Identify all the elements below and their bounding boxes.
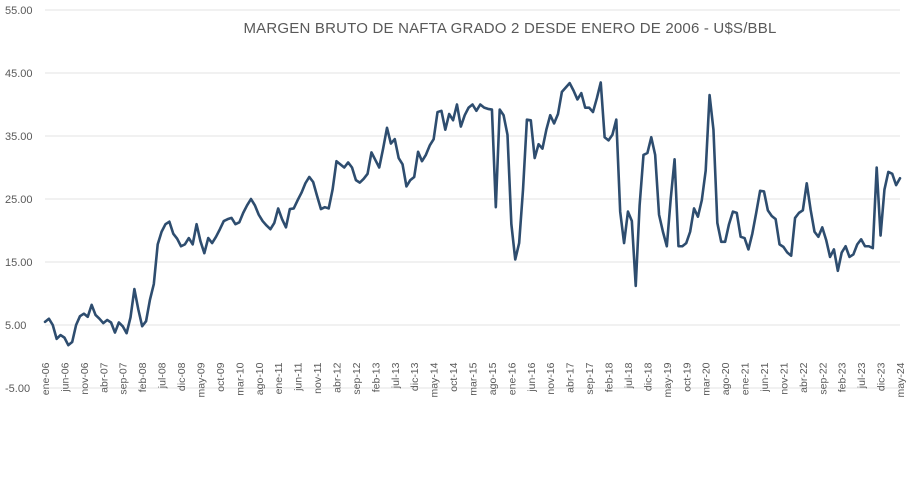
x-tick-label: nov-16 bbox=[545, 362, 557, 394]
x-tick-label: nov-21 bbox=[778, 362, 790, 394]
x-tick-label: may-19 bbox=[662, 362, 674, 397]
y-tick-label: 55.00 bbox=[5, 5, 33, 17]
x-tick-label: jul-08 bbox=[157, 362, 169, 389]
x-tick-label: jun-11 bbox=[293, 362, 305, 392]
y-axis-ticks: -5.00 5.00 15.00 25.00 35.00 45.00 55.00 bbox=[5, 5, 33, 395]
x-tick-label: jul-23 bbox=[856, 362, 868, 389]
x-tick-label: oct-14 bbox=[448, 362, 460, 391]
x-tick-label: mar-20 bbox=[701, 362, 713, 395]
x-tick-label: may-09 bbox=[195, 362, 207, 397]
x-tick-label: ago-20 bbox=[720, 362, 732, 395]
x-tick-label: mar-10 bbox=[234, 362, 246, 395]
y-tick-label: 35.00 bbox=[5, 131, 33, 143]
x-tick-label: abr-12 bbox=[331, 362, 343, 393]
x-tick-label: sep-22 bbox=[817, 362, 829, 394]
x-tick-label: feb-08 bbox=[137, 362, 149, 392]
x-tick-label: oct-19 bbox=[681, 362, 693, 391]
x-tick-label: dic-18 bbox=[642, 362, 654, 391]
x-tick-label: dic-23 bbox=[876, 362, 888, 391]
x-tick-label: jun-16 bbox=[526, 362, 538, 392]
x-axis-ticks: ene-06 jun-06 nov-06 abr-07 sep-07 feb-08 jul-… bbox=[40, 362, 907, 397]
x-tick-label: ene-16 bbox=[506, 362, 518, 395]
x-tick-label: abr-07 bbox=[98, 362, 110, 393]
x-tick-label: abr-17 bbox=[565, 362, 577, 393]
x-tick-label: sep-07 bbox=[118, 362, 130, 394]
x-tick-label: jul-13 bbox=[390, 362, 402, 389]
x-tick-label: nov-11 bbox=[312, 362, 324, 393]
x-tick-label: nov-06 bbox=[79, 362, 91, 394]
x-tick-label: oct-09 bbox=[215, 362, 227, 391]
y-tick-label: -5.00 bbox=[5, 383, 30, 395]
y-tick-label: 25.00 bbox=[5, 194, 33, 206]
x-tick-label: jun-21 bbox=[759, 362, 771, 392]
x-tick-label: mar-15 bbox=[468, 362, 480, 395]
x-tick-label: dic-13 bbox=[409, 362, 421, 391]
x-tick-label: feb-13 bbox=[370, 362, 382, 392]
x-tick-label: jul-18 bbox=[623, 362, 635, 389]
x-tick-label: jun-06 bbox=[59, 362, 71, 392]
x-tick-label: sep-12 bbox=[351, 362, 363, 394]
x-tick-label: may-14 bbox=[429, 362, 441, 397]
y-tick-label: 15.00 bbox=[5, 257, 33, 269]
chart-title: MARGEN BRUTO DE NAFTA GRADO 2 DESDE ENER… bbox=[243, 20, 776, 37]
x-tick-label: dic-08 bbox=[176, 362, 188, 391]
x-tick-label: ago-15 bbox=[487, 362, 499, 395]
x-tick-label: ago-10 bbox=[254, 362, 266, 395]
x-tick-label: feb-23 bbox=[837, 362, 849, 392]
y-tick-label: 45.00 bbox=[5, 68, 33, 80]
x-tick-label: ene-11 bbox=[273, 362, 285, 394]
x-tick-label: ene-21 bbox=[740, 362, 752, 395]
series-line bbox=[43, 81, 902, 347]
x-tick-label: may-24 bbox=[895, 362, 907, 397]
x-tick-label: ene-06 bbox=[40, 362, 52, 395]
y-tick-label: 5.00 bbox=[5, 320, 26, 332]
x-tick-label: abr-22 bbox=[798, 362, 810, 393]
x-tick-label: feb-18 bbox=[604, 362, 616, 392]
series-layer bbox=[43, 81, 902, 347]
x-tick-label: sep-17 bbox=[584, 362, 596, 394]
grid-lines bbox=[45, 9, 900, 389]
